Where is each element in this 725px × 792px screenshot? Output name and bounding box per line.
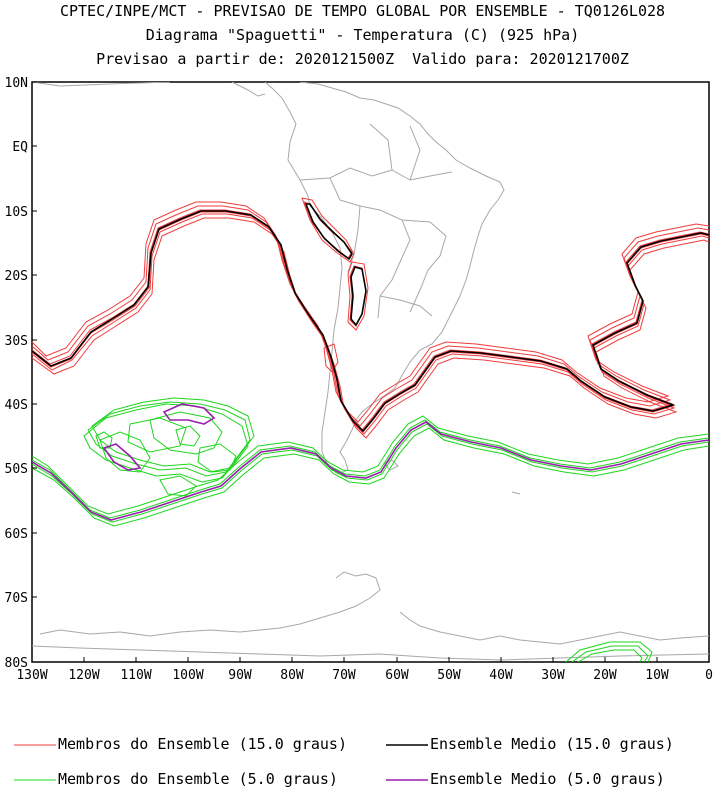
member-5-curve (571, 645, 649, 662)
mean-15-curve (350, 266, 367, 327)
lon-label: 70W (332, 668, 356, 683)
lon-label: 80W (280, 668, 304, 683)
header-title-line-3: Previsao a partir de: 2020121500Z Valido… (96, 50, 629, 68)
lon-axis: 130W 120W 110W 100W 90W 80W 70W 60W 50W … (16, 657, 713, 683)
mean-5-curve (32, 421, 709, 521)
antarctic-peninsula (39, 571, 709, 645)
south-america-coast (264, 82, 505, 475)
member-15-curve (301, 197, 355, 263)
member-15-curve (32, 213, 709, 435)
member-5-curve (32, 427, 709, 527)
antarctic-coast-inner (32, 645, 709, 661)
lon-label: 0 (705, 668, 713, 683)
lon-label: 120W (68, 668, 99, 683)
member-5-curve (127, 417, 187, 453)
member-15-curve (323, 343, 339, 373)
legend-label-members-5: Membros do Ensemble (5.0 graus) (58, 770, 338, 788)
lon-label: 100W (172, 668, 203, 683)
legend-label-mean-5: Ensemble Medio (5.0 graus) (430, 770, 665, 788)
lon-label: 60W (385, 668, 409, 683)
lat-label: 10N (5, 76, 28, 91)
header-title-line-2: Diagrama "Spaguetti" - Temperatura (C) (… (145, 26, 580, 44)
falkland-islands (383, 459, 399, 471)
lat-axis: 10N EQ 10S 20S 30S 40S 50S 60S 70S 80S (5, 76, 37, 671)
lon-label: 40W (489, 668, 513, 683)
members-5-layer (32, 397, 709, 662)
member-5-curve (99, 431, 151, 473)
member-5-curve (83, 403, 249, 483)
lat-label: EQ (12, 140, 28, 155)
member-15-curve (32, 205, 709, 427)
legend-label-members-15: Membros do Ensemble (15.0 graus) (58, 735, 347, 753)
member-5-curve (32, 419, 709, 519)
mean-15-curve (32, 210, 709, 433)
header-title-line-1: CPTEC/INPE/MCT - PREVISAO DE TEMPO GLOBA… (59, 2, 666, 20)
member-5-curve (159, 475, 197, 497)
south-georgia (511, 491, 521, 495)
member-5-curve (32, 415, 709, 515)
member-15-curve (32, 217, 709, 439)
member-5-curve (87, 401, 251, 477)
member-5-curve (175, 425, 201, 447)
member-5-curve (95, 431, 113, 449)
lon-label: 110W (120, 668, 151, 683)
member-5-curve (32, 423, 709, 523)
mean-15-layer (32, 203, 709, 433)
legend-swatches (14, 744, 428, 781)
member-15-curve (32, 209, 709, 431)
members-15-layer (32, 197, 709, 439)
lon-label: 50W (437, 668, 461, 683)
member-5-curve (149, 411, 223, 455)
member-15-curve (347, 261, 369, 331)
lat-label: 70S (5, 591, 28, 606)
mean-5-curve (102, 443, 142, 471)
lat-label: 40S (5, 398, 28, 413)
lon-label: 20W (593, 668, 617, 683)
member-5-curve (197, 443, 237, 473)
lat-label: 50S (5, 462, 28, 477)
map-content (32, 82, 709, 662)
mean-15-curve (304, 203, 353, 261)
lon-label: 30W (541, 668, 565, 683)
member-15-curve (32, 201, 709, 423)
lon-label: 130W (16, 668, 47, 683)
member-15-curve (32, 211, 709, 433)
member-5-curve (577, 649, 643, 662)
lat-label: 30S (5, 334, 28, 349)
mean-5-curve (162, 403, 216, 425)
map-frame (31, 81, 710, 663)
mean-5-layer (32, 403, 709, 521)
lat-label: 80S (5, 656, 28, 671)
lon-label: 90W (228, 668, 252, 683)
coastline-layer (32, 82, 709, 661)
legend-label-mean-15: Ensemble Medio (15.0 graus) (430, 735, 674, 753)
lon-label: 10W (645, 668, 669, 683)
lat-label: 10S (5, 205, 28, 220)
member-5-curve (565, 641, 653, 662)
central-america-coast (32, 82, 266, 97)
lat-label: 20S (5, 269, 28, 284)
lat-label: 60S (5, 527, 28, 542)
country-borders (299, 123, 453, 319)
